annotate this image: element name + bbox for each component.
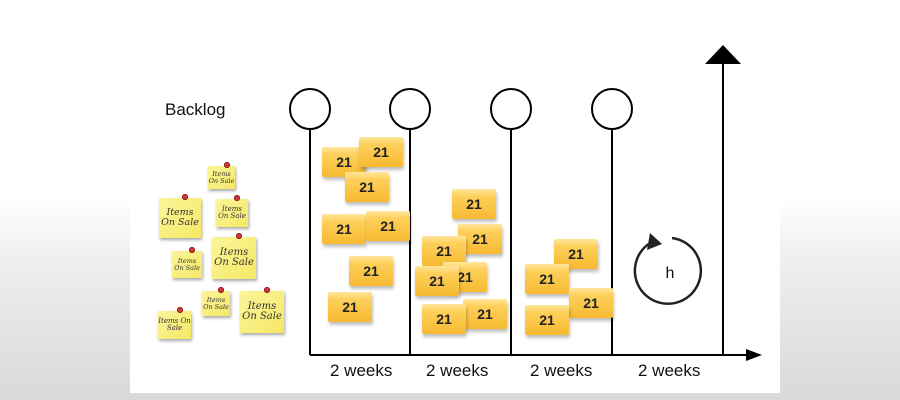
backlog-sticky-note: Items On Sale xyxy=(172,247,202,278)
milestone-circle xyxy=(490,88,532,130)
story-card: 21 xyxy=(422,236,466,266)
backlog-note-text: Items On Sale xyxy=(174,256,200,272)
pin-icon xyxy=(234,195,240,201)
sprint-duration-label: 2 weeks xyxy=(530,361,593,380)
story-card: 21 xyxy=(366,211,410,241)
pin-icon xyxy=(182,194,188,200)
cycle-label: h xyxy=(666,265,675,282)
sprint-duration-label: 2 weeks xyxy=(426,361,489,380)
story-card: 21 xyxy=(569,288,613,318)
backlog-note-text: Items On Sale xyxy=(218,204,246,220)
pin-icon xyxy=(223,162,230,168)
backlog-sticky-note: Items On Sale xyxy=(159,194,201,238)
backlog-sticky-note: Items On Sale xyxy=(202,287,230,316)
milestone-circle xyxy=(591,88,633,130)
backlog-note-text: Items On Sale xyxy=(208,169,235,185)
pin-icon xyxy=(236,233,242,239)
backlog-sticky-note: Items On Sale xyxy=(208,162,235,189)
story-card: 21 xyxy=(415,266,459,296)
milestone-circle xyxy=(289,88,331,130)
vertical-axis-arrowhead xyxy=(705,45,741,64)
backlog-sticky-note: Items On Sale xyxy=(158,307,191,339)
backlog-note-text: Items On Sale xyxy=(242,300,282,322)
backlog-sticky-note: Items On Sale xyxy=(240,287,284,333)
time-axis-arrowhead xyxy=(746,349,762,361)
milestone-circle xyxy=(389,88,431,130)
story-card: 21 xyxy=(345,172,389,202)
story-card: 21 xyxy=(452,189,496,219)
pin-icon xyxy=(218,287,224,293)
backlog-note-text: Items On Sale xyxy=(203,295,229,311)
backlog-note-text: Items On Sale xyxy=(161,207,199,228)
story-card: 21 xyxy=(525,264,569,294)
story-card: 21 xyxy=(463,299,507,329)
backlog-note-text: Items On Sale xyxy=(158,316,191,332)
cycle-icon xyxy=(633,233,703,305)
backlog-sticky-note: Items On Sale xyxy=(212,233,256,279)
story-card: 21 xyxy=(422,304,466,334)
pin-icon xyxy=(189,247,195,253)
backlog-note-text: Items On Sale xyxy=(214,246,254,268)
story-card: 21 xyxy=(322,214,366,244)
story-card: 21 xyxy=(525,305,569,335)
pin-icon xyxy=(176,307,183,313)
backlog-title: Backlog xyxy=(165,100,226,119)
story-card: 21 xyxy=(359,137,403,167)
story-card: 21 xyxy=(349,256,393,286)
story-card: 21 xyxy=(328,292,372,322)
sprint-duration-label: 2 weeks xyxy=(330,361,393,380)
backlog-sticky-note: Items On Sale xyxy=(216,195,248,227)
pin-icon xyxy=(264,287,270,293)
sprint-duration-label: 2 weeks xyxy=(638,361,701,380)
